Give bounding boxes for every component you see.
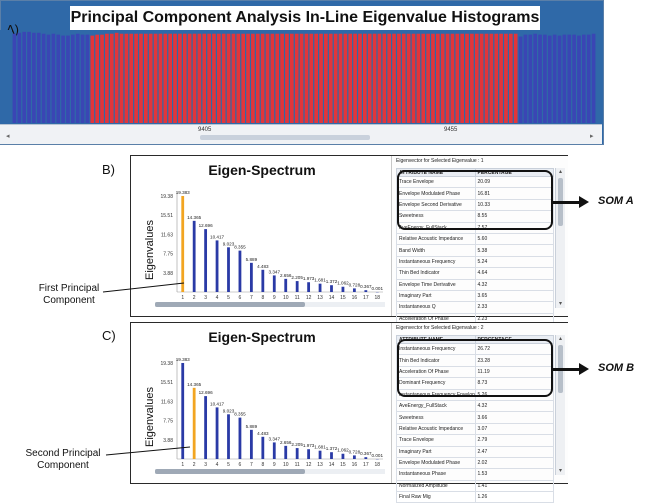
second-pc-callout: Second Principal Component (14, 448, 112, 472)
first-pc-leader-line (103, 283, 184, 292)
second-pc-leader-line (106, 447, 190, 455)
